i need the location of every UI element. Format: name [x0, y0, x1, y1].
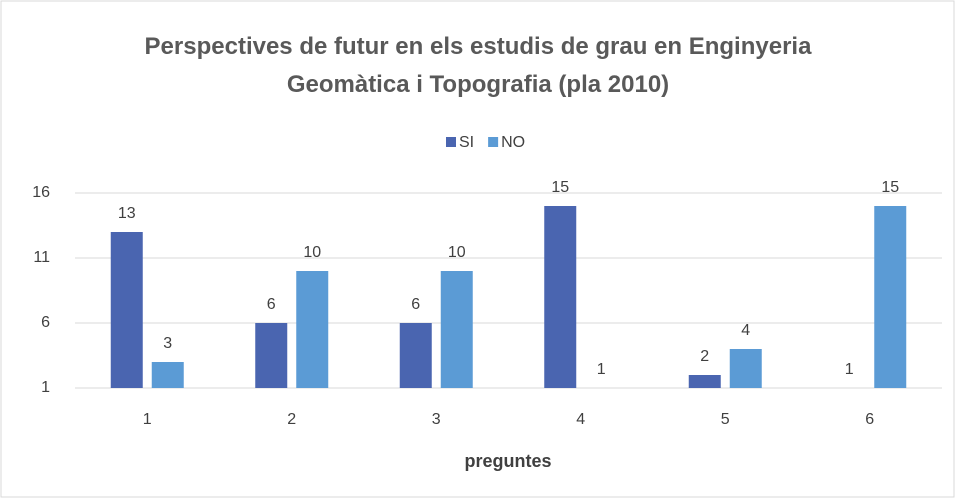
bar: [874, 206, 907, 388]
data-label: 15: [551, 179, 569, 196]
data-label: 6: [267, 296, 276, 313]
x-tick-label: 4: [576, 411, 585, 428]
bar: [255, 323, 288, 388]
data-label: 2: [700, 348, 709, 365]
legend-label: SI: [459, 134, 474, 151]
bar: [688, 375, 721, 388]
y-tick-label: 16: [32, 184, 50, 201]
bar: [544, 206, 577, 388]
data-label: 10: [303, 244, 321, 261]
data-label: 6: [411, 296, 420, 313]
legend-swatch: [446, 137, 456, 147]
x-tick-label: 1: [143, 411, 152, 428]
legend-label: NO: [501, 134, 525, 151]
bar: [440, 271, 473, 388]
bar: [151, 362, 184, 388]
y-tick-label: 6: [41, 314, 50, 331]
data-label: 10: [448, 244, 466, 261]
x-axis-label: preguntes: [464, 451, 551, 471]
x-tick-label: 3: [432, 411, 441, 428]
chart-title: Perspectives de futur en els estudis de …: [144, 33, 812, 98]
bar: [296, 271, 329, 388]
bar: [110, 232, 143, 388]
bar: [729, 349, 762, 388]
x-tick-label: 2: [287, 411, 296, 428]
data-label: 13: [118, 205, 136, 222]
data-label: 4: [741, 322, 750, 339]
y-tick-label: 11: [33, 249, 50, 266]
x-tick-label: 5: [721, 411, 730, 428]
data-label: 15: [881, 179, 899, 196]
data-label: 3: [163, 335, 172, 352]
legend-swatch: [488, 137, 499, 147]
bar: [399, 323, 432, 388]
data-label: 1: [845, 361, 854, 378]
y-tick-label: 1: [41, 379, 50, 396]
data-label: 1: [597, 361, 606, 378]
x-tick-label: 6: [865, 411, 874, 428]
